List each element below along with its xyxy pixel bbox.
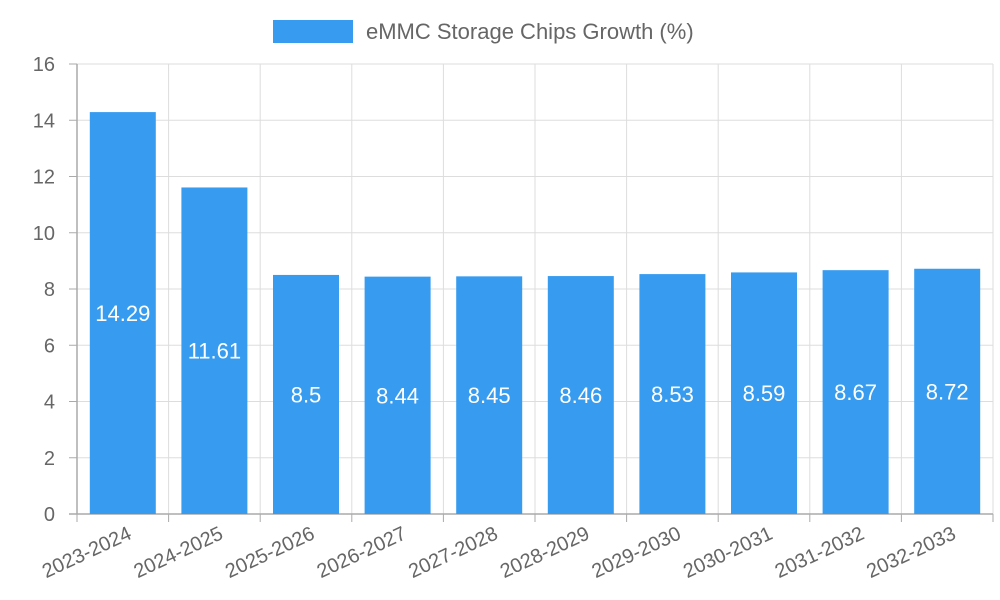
- x-tick-label: 2031-2032: [772, 523, 868, 583]
- grid: [77, 63, 994, 514]
- bar-value-label: 8.53: [651, 382, 694, 407]
- y-tick-label: 14: [33, 110, 55, 132]
- legend-label: eMMC Storage Chips Growth (%): [366, 19, 694, 44]
- bar: [822, 270, 889, 514]
- bar-value-label: 11.61: [188, 339, 241, 364]
- bar-value-label: 8.5: [291, 382, 322, 407]
- legend: eMMC Storage Chips Growth (%): [273, 19, 694, 44]
- x-tick-label: 2026-2027: [314, 523, 410, 583]
- bar-value-label: 8.44: [376, 383, 419, 408]
- x-axis-ticks: 2023-20242024-20252025-20262026-20272027…: [39, 514, 994, 583]
- legend-swatch: [273, 20, 353, 43]
- bar: [547, 276, 614, 514]
- y-axis-ticks: 0 2 4 6 8 10 12 14 16: [33, 54, 77, 526]
- bar: [89, 112, 156, 514]
- x-tick-label: 2030-2031: [680, 523, 776, 583]
- bar-value-label: 14.29: [95, 301, 150, 326]
- y-tick-label: 6: [44, 335, 55, 357]
- x-tick-label: 2025-2026: [222, 523, 318, 583]
- bar-value-label: 8.59: [743, 381, 786, 406]
- x-tick-label: 2027-2028: [405, 523, 501, 583]
- y-tick-label: 4: [44, 392, 55, 414]
- bar-value-label: 8.72: [926, 379, 969, 404]
- bar: [181, 187, 248, 514]
- y-tick-label: 0: [44, 504, 55, 526]
- bar: [639, 274, 706, 514]
- x-tick-label: 2032-2033: [863, 523, 959, 583]
- y-tick-label: 16: [33, 54, 55, 76]
- y-tick-label: 10: [33, 223, 55, 245]
- y-tick-label: 8: [44, 279, 55, 301]
- y-tick-label: 2: [44, 448, 55, 470]
- bar-value-label: 8.67: [834, 380, 877, 405]
- bar: [731, 272, 797, 514]
- x-tick-label: 2024-2025: [131, 523, 227, 583]
- bar: [456, 276, 523, 514]
- bar-labels: 14.29 11.61 8.5 8.44 8.45 8.46 8.53 8.59 8.67 8.7…: [95, 301, 968, 408]
- bars: [89, 112, 981, 514]
- x-tick-label: 2028-2029: [497, 523, 593, 583]
- x-tick-label: 2023-2024: [39, 523, 135, 583]
- bar: [364, 276, 431, 514]
- bar: [273, 274, 339, 514]
- bar: [914, 268, 981, 514]
- y-tick-label: 12: [33, 167, 55, 189]
- bar-value-label: 8.46: [559, 383, 602, 408]
- x-tick-label: 2029-2030: [589, 523, 685, 583]
- bar-value-label: 8.45: [468, 383, 511, 408]
